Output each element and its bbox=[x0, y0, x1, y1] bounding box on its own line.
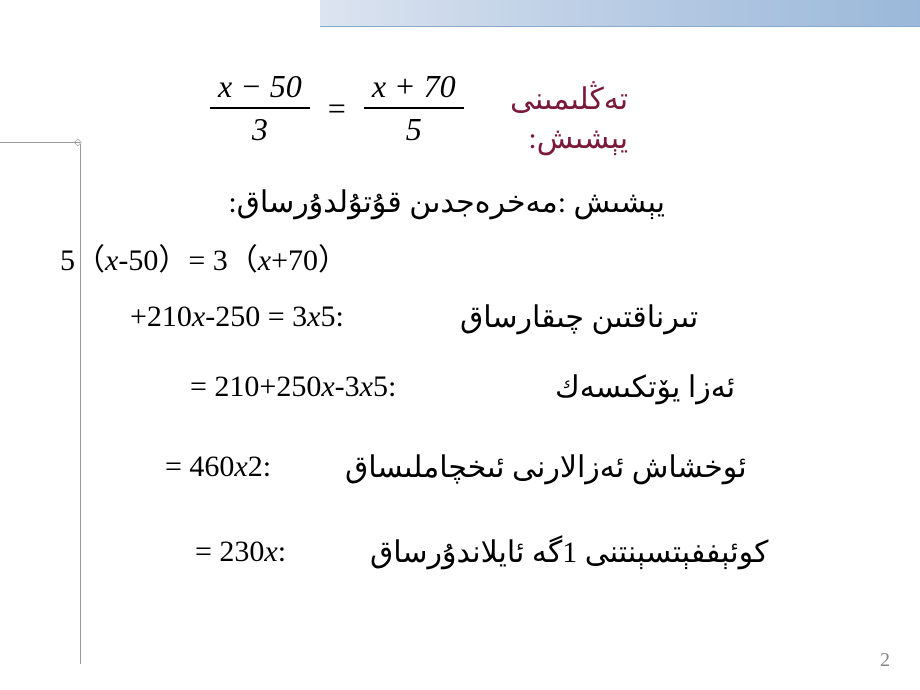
divider-vertical bbox=[80, 144, 81, 664]
lhs-fraction: x − 50 3 bbox=[210, 68, 310, 148]
step3-equation: = 210+250x-3x5: bbox=[190, 370, 396, 404]
lhs-numerator: x − 50 bbox=[210, 68, 310, 109]
step4-label: ئوخشاش ئەزالارنى ئىخچاملىساق bbox=[345, 450, 747, 485]
title-line2: يېشىش: bbox=[528, 122, 628, 155]
title-label: تەڭلىمىنى يېشىش: bbox=[510, 80, 628, 158]
step1-equation: 5（x-50）= 3（x+70） bbox=[60, 235, 348, 279]
step5-equation: = 230x: bbox=[195, 535, 286, 569]
step1-label: يېشىش :مەخرەجدىن قۇتۇلدۇرساق: bbox=[228, 185, 665, 220]
title-line1: تەڭلىمىنى bbox=[510, 83, 628, 116]
rhs-fraction: x + 70 5 bbox=[364, 68, 464, 148]
step3-label: ئەزا يۆتكىسەك bbox=[555, 370, 735, 405]
main-equation: x − 50 3 = x + 70 5 bbox=[210, 68, 464, 148]
s1-lhs-coeff: 5 bbox=[60, 244, 75, 277]
page-number: 2 bbox=[880, 649, 890, 672]
step4-equation: = 460x2: bbox=[165, 450, 271, 484]
equals-sign: = bbox=[318, 90, 356, 126]
divider-horizontal bbox=[0, 142, 80, 143]
divider-tick: ◇ bbox=[74, 137, 82, 148]
step2-equation: +210x-250 = 3x5: bbox=[130, 300, 344, 334]
step5-label: كوئېففېتسېنتنى 1گە ئايلاندۇرساق bbox=[370, 535, 768, 570]
step2-label: تىرناقتىن چىقارساق bbox=[460, 300, 698, 335]
lhs-denominator: 3 bbox=[210, 109, 310, 148]
s1-rhs-coeff: 3 bbox=[213, 244, 228, 277]
rhs-denominator: 5 bbox=[364, 109, 464, 148]
header-bar bbox=[320, 0, 920, 27]
rhs-numerator: x + 70 bbox=[364, 68, 464, 109]
